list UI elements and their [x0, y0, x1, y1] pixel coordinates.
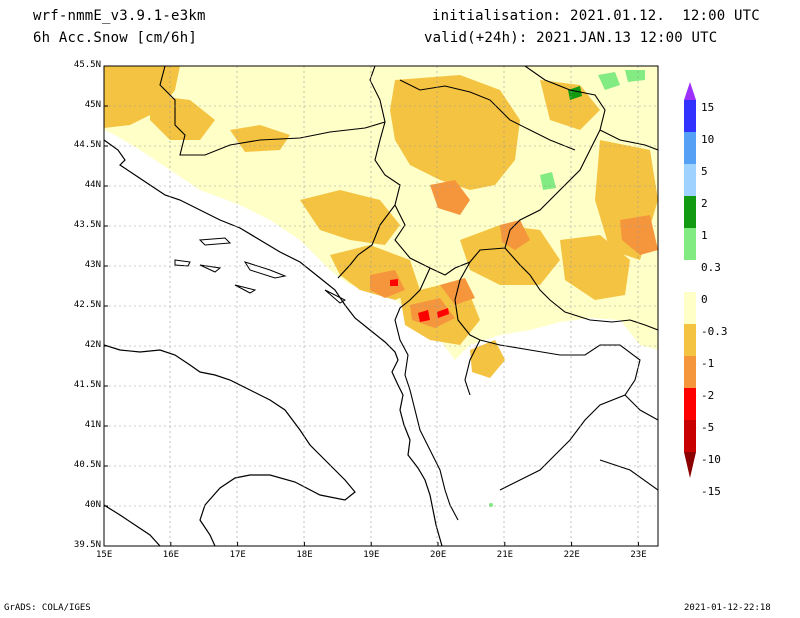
colorbar-label: -5: [701, 421, 715, 434]
lat-tick-label: 44.5N: [73, 140, 101, 150]
green-area-1: [598, 72, 620, 90]
lon-tick-label: 18E: [296, 550, 313, 560]
lon-tick-label: 17E: [229, 550, 246, 560]
snow-area-3: [230, 125, 290, 152]
islands: [174, 237, 347, 304]
lat-tick-label: 40.5N: [73, 460, 101, 470]
colorbar-label: 10: [701, 133, 715, 146]
grid: [104, 66, 658, 546]
green-area-2: [625, 70, 645, 82]
map-area: [104, 66, 658, 546]
snow-area-16: [370, 270, 405, 298]
colorbar-segment: [684, 228, 696, 260]
snow-area-15: [620, 215, 658, 255]
colorbar-segment: [684, 196, 696, 228]
colorbar-segment: [684, 356, 696, 388]
colorbar-segment: [684, 324, 696, 356]
lat-tick-label: 40N: [84, 500, 101, 510]
colorbar-label: 15: [701, 101, 715, 114]
lon-tick-label: 16E: [162, 550, 180, 560]
snow-area-20: [437, 308, 449, 318]
colorbar-segment: [684, 132, 696, 164]
colorbar: [684, 82, 696, 478]
snow-area-7: [300, 190, 400, 245]
colorbar-label: -0.3: [701, 325, 728, 338]
lon-tick-label: 23E: [630, 550, 647, 560]
model-title: wrf-nmmE_v3.9.1-e3km: [33, 8, 206, 24]
valid-time: valid(+24h): 2021.JAN.13 12:00 UTC: [424, 30, 718, 46]
footer-credit: GrADS: COLA/IGES: [4, 603, 91, 613]
colorbar-bottom-arrow: [684, 452, 696, 478]
snow-area-14: [500, 220, 530, 250]
lon-tick-label: 19E: [363, 550, 380, 560]
lat-tick-label: 42N: [84, 340, 101, 350]
snow-area-4: [390, 75, 520, 190]
colorbar-label: 1: [701, 229, 708, 242]
green-area-4: [568, 86, 582, 100]
borders: [159, 66, 658, 521]
colorbar-segment: [684, 420, 696, 452]
snow-area-2: [150, 95, 215, 140]
colorbar-label: -15: [701, 485, 721, 498]
colorbar-label: 0: [701, 293, 708, 306]
colorbar-segment: [684, 292, 696, 324]
colorbar-segment: [684, 164, 696, 196]
lat-tick-label: 43.5N: [73, 220, 101, 230]
snow-area-21: [390, 279, 398, 286]
lat-tick-label: 41N: [84, 420, 101, 430]
snow-area-11: [470, 340, 505, 378]
field-title: 6h Acc.Snow [cm/6h]: [33, 30, 197, 46]
snow-area-19: [418, 310, 430, 322]
snow-area-13: [430, 180, 470, 215]
snow-area-10: [460, 225, 560, 285]
coastline: [104, 139, 443, 546]
italy-coast: [104, 344, 356, 546]
lat-tick-label: 44N: [84, 180, 101, 190]
colorbar-label: 5: [701, 165, 708, 178]
colorbar-top-arrow: [684, 82, 696, 100]
colorbar-label: 2: [701, 197, 708, 210]
colorbar-label: -1: [701, 357, 715, 370]
colorbar-label: -2: [701, 389, 715, 402]
lat-tick-label: 45.5N: [73, 60, 101, 70]
snow-area-12: [560, 235, 630, 300]
lat-tick-label: 41.5N: [73, 380, 101, 390]
lon-tick-label: 22E: [563, 550, 580, 560]
rivers: [399, 79, 576, 151]
lon-tick-label: 20E: [430, 550, 447, 560]
footer-timestamp: 2021-01-12-22:18: [684, 603, 771, 613]
colorbar-label: -10: [701, 453, 721, 466]
italy-heel: [104, 504, 161, 546]
lon-tick-label: 21E: [496, 550, 514, 560]
init-time: initialisation: 2021.01.12. 12:00 UTC: [432, 8, 760, 24]
lat-tick-label: 45N: [84, 100, 101, 110]
lat-tick-label: 43N: [84, 260, 101, 270]
colorbar-label: 0.3: [701, 261, 721, 274]
lat-tick-label: 39.5N: [73, 540, 101, 550]
green-area-5: [489, 503, 493, 507]
colorbar-segment: [684, 388, 696, 420]
adriatic-sea: [104, 150, 440, 546]
lon-tick-label: 15E: [96, 550, 113, 560]
colorbar-segment: [684, 100, 696, 132]
colorbar-segment: [684, 260, 696, 292]
lat-tick-label: 42.5N: [73, 300, 101, 310]
green-area-3: [540, 172, 556, 190]
